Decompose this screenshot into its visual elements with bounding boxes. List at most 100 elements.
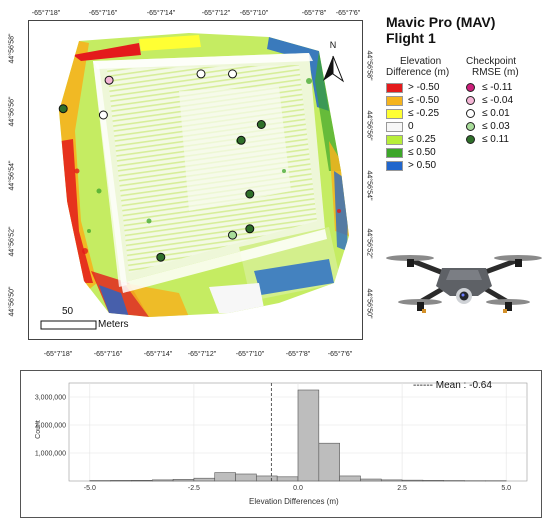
- mean-label: ------ Mean : -0.64: [413, 380, 492, 391]
- histogram-bar: [297, 389, 320, 482]
- checkpoint-legend-title-2: RMSE (m): [472, 67, 519, 78]
- elevation-legend-item: ≤ 0.25: [386, 133, 449, 146]
- legend-swatch: [386, 95, 403, 106]
- histogram-y-label: Count: [34, 420, 42, 439]
- elevation-legend-item: 0: [386, 120, 449, 133]
- checkpoint-marker: [256, 120, 266, 129]
- top-tick: -65°7'12": [201, 10, 231, 17]
- histogram-bar: [131, 480, 153, 482]
- bottom-tick: -65°7'10": [235, 351, 265, 358]
- scale-unit: Meters: [98, 319, 129, 330]
- checkpoint-legend-title-1: Checkpoint: [466, 56, 517, 67]
- right-tick: 44°56'56": [365, 110, 373, 141]
- histogram-bar: [110, 480, 132, 482]
- histogram-x-tick: 5.0: [501, 485, 511, 492]
- histogram-bar: [172, 479, 195, 482]
- histogram-bar: [339, 475, 361, 482]
- legend-label: ≤ 0.01: [482, 108, 510, 119]
- legend-label: ≤ 0.25: [408, 134, 436, 145]
- checkpoint-marker: [245, 224, 255, 234]
- scale-value: 50: [62, 306, 74, 317]
- elevation-difference-histogram: -5.0 -2.5 0.0 2.5 5.0 1,000,000 2,000,000 3,00…: [35, 382, 528, 492]
- legend-label: ≤ 0.03: [482, 121, 510, 132]
- histogram-x-tick: -2.5: [188, 485, 200, 492]
- elevation-legend-item: > -0.50: [386, 81, 449, 94]
- right-tick: 44°56'58": [365, 50, 373, 81]
- legend-swatch: [386, 160, 403, 171]
- elevation-legend-item: > 0.50: [386, 159, 449, 172]
- top-tick: -65°7'18": [31, 10, 61, 17]
- checkpoint-marker: [156, 252, 166, 262]
- elevation-legend-item: ≤ 0.50: [386, 146, 449, 159]
- bottom-tick: -65°7'14": [143, 351, 173, 358]
- histogram-bar: [151, 479, 174, 482]
- bottom-tick: -65°7'12": [187, 351, 217, 358]
- elevation-legend-item: ≤ -0.25: [386, 107, 449, 120]
- bottom-tick: -65°7'6": [327, 351, 353, 358]
- legend-label: 0: [408, 121, 414, 132]
- bottom-tick: -65°7'8": [285, 351, 311, 358]
- legend-label: > 0.50: [408, 160, 437, 171]
- scale-bar: [40, 320, 97, 330]
- bottom-tick: -65°7'16": [93, 351, 123, 358]
- histogram-bar: [193, 477, 216, 482]
- legend-dot-icon: [466, 96, 475, 105]
- checkpoint-legend-item: ≤ 0.01: [466, 107, 519, 120]
- top-tick: -65°7'6": [335, 10, 361, 17]
- legend-swatch: [386, 147, 403, 158]
- histogram-x-label: Elevation Differences (m): [249, 497, 339, 506]
- bottom-tick: -65°7'18": [43, 351, 73, 358]
- left-tick: 44°56'56": [8, 96, 16, 127]
- checkpoint-markers: [58, 69, 266, 262]
- histogram-x-tick: 0.0: [293, 485, 303, 492]
- legend-swatch: [386, 82, 403, 93]
- histogram-panel: -5.0 -2.5 0.0 2.5 5.0 1,000,000 2,000,000 3,00…: [20, 370, 542, 518]
- checkpoint-legend-item: ≤ 0.03: [466, 120, 519, 133]
- elevation-difference-raster: N: [40, 33, 349, 330]
- histogram-y-tick: 2,000,000: [35, 423, 66, 430]
- right-tick: 44°56'52": [365, 228, 373, 259]
- checkpoint-marker: [236, 135, 246, 145]
- mavic-drone-icon: [386, 255, 542, 313]
- checkpoint-marker: [228, 230, 237, 240]
- top-tick: -65°7'10": [239, 10, 269, 17]
- legend-dot-icon: [466, 122, 475, 131]
- histogram-x-tick: -5.0: [84, 485, 96, 492]
- left-tick: 44°56'52": [8, 226, 16, 257]
- histogram-bar: [235, 473, 257, 482]
- legend-swatch: [386, 121, 403, 132]
- checkpoint-marker: [228, 69, 237, 79]
- top-tick: -65°7'8": [301, 10, 327, 17]
- checkpoint-marker: [58, 104, 68, 114]
- north-label: N: [330, 40, 337, 50]
- histogram-bar: [276, 476, 299, 482]
- checkpoint-legend-item: ≤ -0.11: [466, 81, 519, 94]
- map-title-line1: Mavic Pro (MAV): [386, 14, 496, 30]
- map-title-line2: Flight 1: [386, 30, 436, 46]
- histogram-bar: [318, 442, 340, 482]
- top-tick: -65°7'16": [88, 10, 118, 17]
- elevation-legend-title-2: Difference (m): [386, 67, 450, 78]
- left-tick: 44°56'50": [8, 286, 16, 317]
- elevation-legend-title-1: Elevation: [400, 56, 442, 67]
- histogram-bar: [380, 479, 403, 482]
- histogram-bar: [256, 475, 278, 482]
- right-tick: 44°56'50": [365, 288, 373, 319]
- histogram-bar: [401, 479, 424, 482]
- checkpoint-marker: [104, 75, 114, 85]
- top-tick: -65°7'14": [146, 10, 176, 17]
- histogram-bar: [214, 472, 236, 482]
- map-title: Mavic Pro (MAV) Flight 1: [386, 14, 495, 46]
- elevation-legend-item: ≤ -0.50: [386, 94, 449, 107]
- legend-label: ≤ 0.11: [482, 134, 509, 145]
- right-tick: 44°56'54": [365, 170, 373, 201]
- legend-swatch: [386, 134, 403, 145]
- legend-dot-icon: [466, 83, 475, 92]
- legend-swatch: [386, 108, 403, 119]
- legend-label: ≤ 0.50: [408, 147, 436, 158]
- checkpoint-marker: [245, 189, 255, 199]
- checkpoint-legend-item: ≤ 0.11: [466, 133, 519, 146]
- left-tick: 44°56'54": [8, 160, 16, 191]
- histogram-y-tick: 1,000,000: [35, 451, 66, 458]
- elevation-map: N: [28, 20, 363, 340]
